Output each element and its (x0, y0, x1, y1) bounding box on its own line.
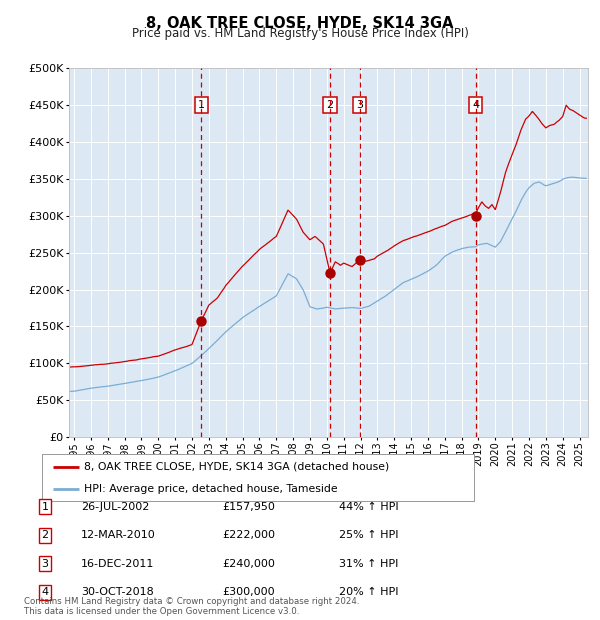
Text: 26-JUL-2002: 26-JUL-2002 (81, 502, 149, 512)
Text: This data is licensed under the Open Government Licence v3.0.: This data is licensed under the Open Gov… (24, 606, 299, 616)
Text: 20% ↑ HPI: 20% ↑ HPI (339, 587, 398, 597)
Text: 8, OAK TREE CLOSE, HYDE, SK14 3GA: 8, OAK TREE CLOSE, HYDE, SK14 3GA (146, 16, 454, 30)
Text: 16-DEC-2011: 16-DEC-2011 (81, 559, 154, 569)
Text: £300,000: £300,000 (222, 587, 275, 597)
Text: Price paid vs. HM Land Registry's House Price Index (HPI): Price paid vs. HM Land Registry's House … (131, 27, 469, 40)
Text: 3: 3 (356, 100, 364, 110)
Text: 3: 3 (41, 559, 49, 569)
Text: 1: 1 (41, 502, 49, 512)
Text: 2: 2 (41, 530, 49, 540)
Text: £240,000: £240,000 (222, 559, 275, 569)
Text: 4: 4 (472, 100, 479, 110)
Text: 31% ↑ HPI: 31% ↑ HPI (339, 559, 398, 569)
Text: 12-MAR-2010: 12-MAR-2010 (81, 530, 156, 540)
Text: 4: 4 (41, 587, 49, 597)
Text: HPI: Average price, detached house, Tameside: HPI: Average price, detached house, Tame… (85, 484, 338, 494)
Text: £222,000: £222,000 (222, 530, 275, 540)
Text: 8, OAK TREE CLOSE, HYDE, SK14 3GA (detached house): 8, OAK TREE CLOSE, HYDE, SK14 3GA (detac… (85, 461, 389, 472)
Text: Contains HM Land Registry data © Crown copyright and database right 2024.: Contains HM Land Registry data © Crown c… (24, 597, 359, 606)
Text: 25% ↑ HPI: 25% ↑ HPI (339, 530, 398, 540)
Text: 2: 2 (326, 100, 334, 110)
Text: 44% ↑ HPI: 44% ↑ HPI (339, 502, 398, 512)
Text: 1: 1 (198, 100, 205, 110)
Text: £157,950: £157,950 (222, 502, 275, 512)
Text: 30-OCT-2018: 30-OCT-2018 (81, 587, 154, 597)
